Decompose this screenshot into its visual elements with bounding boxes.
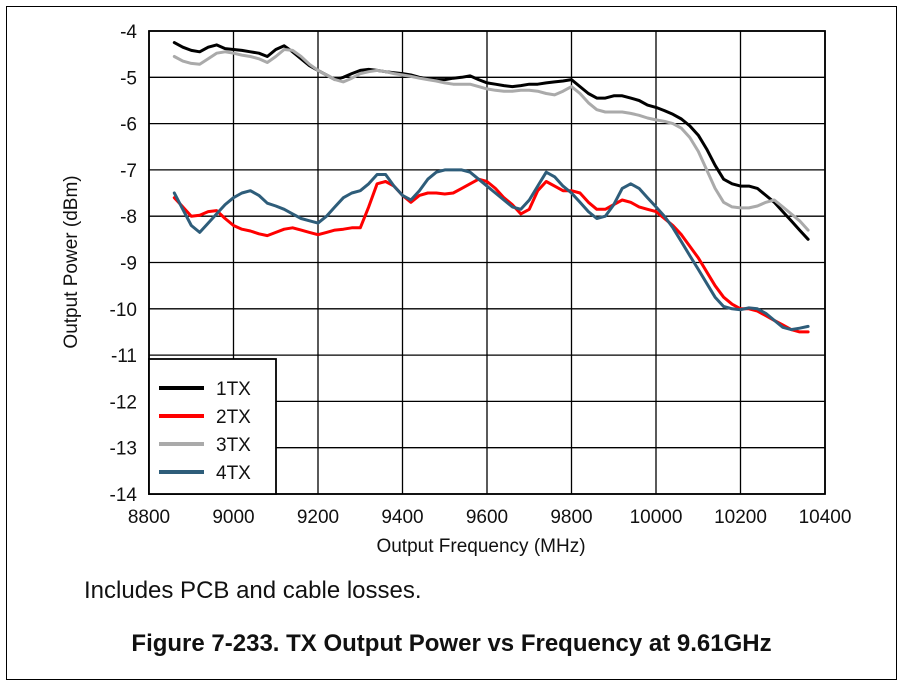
y-tick-label: -11 [111, 346, 137, 367]
figure-frame: 8800 9000 9200 9400 9600 9800 10000 10200 10400 -… [6, 6, 897, 680]
y-tick-label: -6 [120, 115, 137, 136]
x-tick-label: 9200 [297, 507, 339, 528]
footnote: Includes PCB and cable losses. [84, 577, 422, 604]
x-tick-label: 9400 [381, 507, 423, 528]
y-tick-label: -10 [110, 300, 137, 321]
x-tick-label: 9800 [550, 507, 592, 528]
legend-label-3tx: 3TX [216, 435, 251, 456]
y-tick-label: -8 [120, 207, 137, 228]
x-tick-label: 9000 [212, 507, 254, 528]
series-line-3tx [172, 48, 810, 232]
series-line-1tx [172, 41, 810, 241]
y-tick-label: -5 [120, 68, 137, 89]
x-tick-label: 10200 [714, 507, 767, 528]
y-tick-label: -14 [110, 485, 138, 506]
x-tick-label: 10000 [630, 507, 683, 528]
x-axis-label: Output Frequency (MHz) [376, 536, 585, 557]
output-power-chart: 8800 9000 9200 9400 9600 9800 10000 10200 10400 -… [61, 22, 852, 557]
legend-label-1tx: 1TX [216, 379, 251, 400]
x-tick-label: 9600 [466, 507, 508, 528]
y-tick-label: -12 [110, 392, 137, 413]
series-line-2tx [172, 177, 810, 334]
y-tick-label: -13 [110, 439, 137, 460]
y-axis-label: Output Power (dBm) [61, 175, 82, 348]
y-tick-label: -9 [120, 254, 137, 275]
y-tick-label: -7 [120, 161, 137, 182]
legend: 1TX 2TX 3TX 4TX [148, 358, 277, 495]
x-tick-label: 10400 [799, 507, 852, 528]
x-tick-label: 8800 [128, 507, 170, 528]
series-line-4tx [172, 168, 810, 332]
y-tick-label: -4 [120, 22, 137, 43]
plot-border [148, 30, 826, 495]
legend-label-4tx: 4TX [216, 463, 251, 484]
legend-label-2tx: 2TX [216, 407, 251, 428]
figure-caption: Figure 7-233. TX Output Power vs Frequen… [131, 630, 772, 657]
